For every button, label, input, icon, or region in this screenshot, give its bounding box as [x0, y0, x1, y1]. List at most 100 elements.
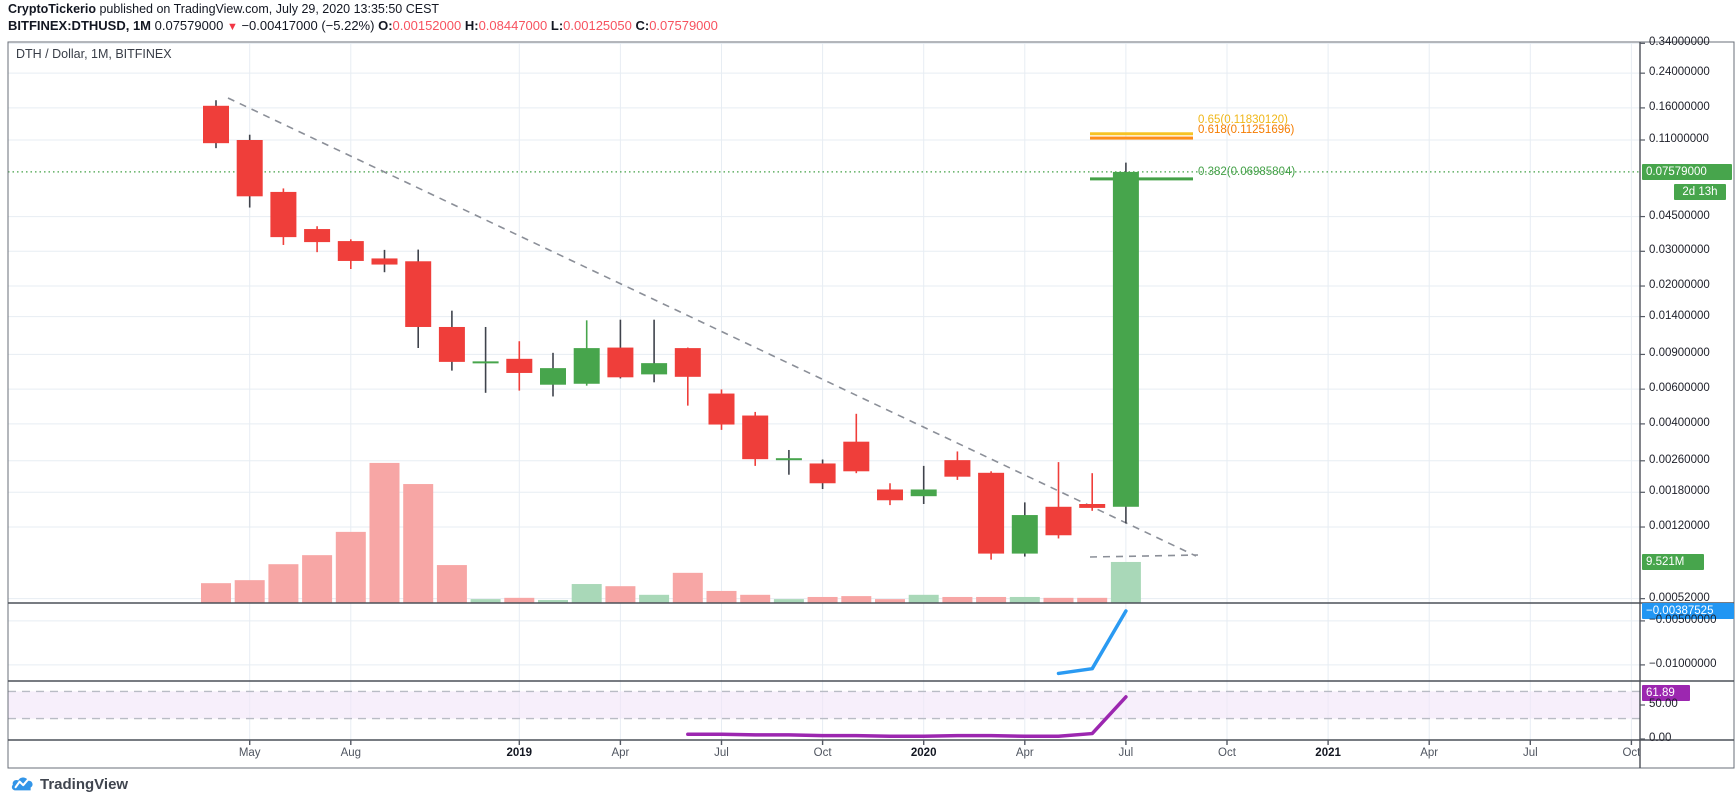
price-axis-label: 0.00600000	[1649, 382, 1710, 395]
price-axis-label: 0.00400000	[1649, 416, 1710, 429]
open-value: 0.00152000	[392, 18, 462, 33]
volume-bar	[1009, 596, 1040, 603]
publish-attribution-line: CryptoTickerio published on TradingView.…	[8, 2, 439, 16]
candle-body	[708, 393, 735, 425]
price-axis-label: 0.34000000	[1649, 36, 1710, 49]
time-axis-label: Jul	[714, 747, 729, 759]
time-axis-label: May	[238, 747, 261, 759]
volume-bar	[504, 597, 535, 603]
price-axis-label: 0.03000000	[1649, 244, 1710, 257]
price-change: −0.00417000 (−5.22%)	[241, 18, 375, 33]
candle-body	[371, 258, 398, 265]
volume-bar	[875, 599, 905, 603]
publisher-name: CryptoTickerio	[8, 2, 96, 16]
candle-body	[1011, 515, 1038, 554]
price-axis-label: 0.00260000	[1649, 453, 1710, 466]
oscillator-value-badge: −0.00387525	[1642, 603, 1734, 619]
candle-body	[843, 441, 870, 472]
high-value: 0.08447000	[478, 18, 548, 33]
open-label: O:	[378, 18, 393, 33]
trendline-horizontal-support	[1089, 554, 1199, 558]
volume-value-badge: 9.521M	[1642, 554, 1704, 570]
candle-body	[337, 241, 364, 261]
candle-body	[573, 348, 600, 384]
volume-bar	[403, 484, 434, 603]
volume-bar	[1043, 597, 1074, 603]
oscillator-axis-label: −0.00500000	[1649, 613, 1717, 626]
candle-body	[1045, 506, 1072, 536]
candle-body	[438, 326, 465, 362]
volume-bar	[201, 583, 231, 603]
volume-bar	[605, 586, 636, 603]
candle-body	[910, 489, 937, 497]
oscillator-axis-label: −0.01000000	[1649, 657, 1717, 670]
time-axis-label: Apr	[1015, 747, 1034, 759]
candle-body	[809, 463, 836, 484]
tradingview-attribution[interactable]: TradingView	[10, 774, 128, 794]
last-price: 0.07579000	[154, 18, 224, 33]
candle-body	[674, 348, 701, 377]
price-axis-label: 0.00052000	[1649, 591, 1710, 604]
price-axis-label: 0.00900000	[1649, 347, 1710, 360]
candle-body	[203, 105, 229, 144]
tradingview-logo-text: TradingView	[40, 775, 129, 793]
fib-level-0618-label[interactable]: 0.618(0.11251696)	[1198, 124, 1295, 136]
fib-line	[1090, 177, 1193, 181]
time-axis-label: 2021	[1315, 747, 1341, 759]
volume-bar	[1110, 561, 1141, 603]
volume-bar	[841, 596, 872, 603]
candle-body	[506, 358, 533, 373]
candle-body	[236, 140, 263, 197]
time-axis-label: Jul	[1118, 747, 1134, 759]
chart-legend[interactable]: DTH / Dollar, 1M, BITFINEX	[16, 47, 172, 61]
volume-bar	[369, 462, 400, 603]
fib-level-0382-label[interactable]: 0.382(0.06985804)	[1198, 166, 1296, 178]
volume-bar	[302, 555, 333, 603]
price-axis-label: 0.04500000	[1649, 209, 1710, 222]
time-axis-label: 2019	[506, 747, 533, 759]
volume-bar	[942, 596, 973, 603]
time-axis-label: Apr	[1420, 747, 1439, 759]
time-axis-label: 2020	[910, 747, 937, 759]
price-axis-label: 0.00180000	[1649, 485, 1710, 498]
chart-border	[7, 41, 1735, 769]
time-axis-label: Oct	[813, 747, 832, 759]
volume-bar	[436, 565, 467, 603]
rsi-value-badge: 61.89	[1642, 685, 1690, 701]
volume-bar	[234, 580, 265, 603]
time-axis-label: Apr	[611, 747, 630, 759]
fib-level-065-label[interactable]: 0.65(0.11830120)	[1198, 114, 1288, 126]
candle-body	[270, 191, 297, 238]
volume-bar	[538, 599, 568, 603]
time-axis-label: Oct	[1622, 747, 1641, 759]
price-axis-label: 0.24000000	[1649, 66, 1710, 79]
bar-countdown-badge: 2d 13h	[1674, 184, 1726, 200]
price-axis-label: 0.11000000	[1649, 133, 1709, 145]
symbol-name[interactable]: BITFINEX:DTHUSD, 1M	[8, 18, 151, 33]
candle-body	[405, 261, 432, 327]
volume-bar	[773, 599, 804, 603]
volume-bar	[470, 599, 501, 603]
time-axis-label: Oct	[1218, 747, 1236, 759]
low-value: 0.00125050	[563, 18, 632, 33]
fib-line	[1090, 136, 1193, 140]
time-axis-label: Jul	[1522, 747, 1538, 759]
direction-down-icon: ▼	[226, 21, 238, 33]
candle-body	[641, 363, 668, 375]
candle-body	[607, 347, 634, 378]
volume-bar	[268, 564, 299, 603]
close-value: 0.07579000	[649, 18, 718, 33]
time-axis-label: Aug	[340, 747, 362, 759]
rsi-band-fill	[8, 691, 1640, 719]
volume-bar	[672, 572, 703, 603]
candle-body	[1112, 171, 1139, 507]
price-axis-label: 0.00120000	[1649, 520, 1710, 533]
volume-bar	[571, 584, 602, 603]
fib-line	[1090, 132, 1193, 136]
price-axis-label: 0.01400000	[1649, 309, 1710, 322]
candle-body	[1079, 504, 1106, 508]
volume-bar	[740, 594, 771, 603]
